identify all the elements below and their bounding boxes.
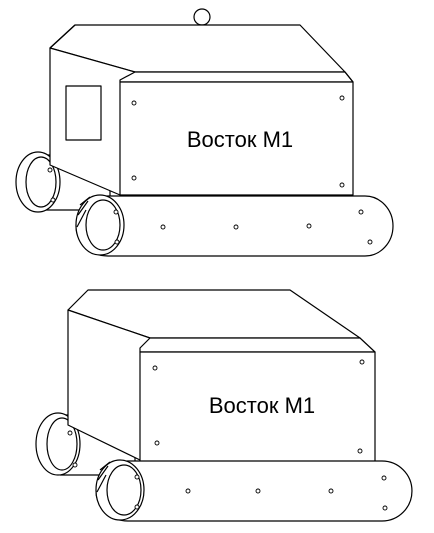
robot-bottom-label: Восток М1 [209,393,315,418]
side-window [65,85,102,141]
robot-bottom: Восток М1 [35,289,413,522]
body-front-face [119,81,354,196]
front-track [75,194,394,257]
robot-top-label: Восток М1 [187,127,293,152]
front-track [95,459,413,522]
robot-top: Восток М1 [15,8,394,257]
